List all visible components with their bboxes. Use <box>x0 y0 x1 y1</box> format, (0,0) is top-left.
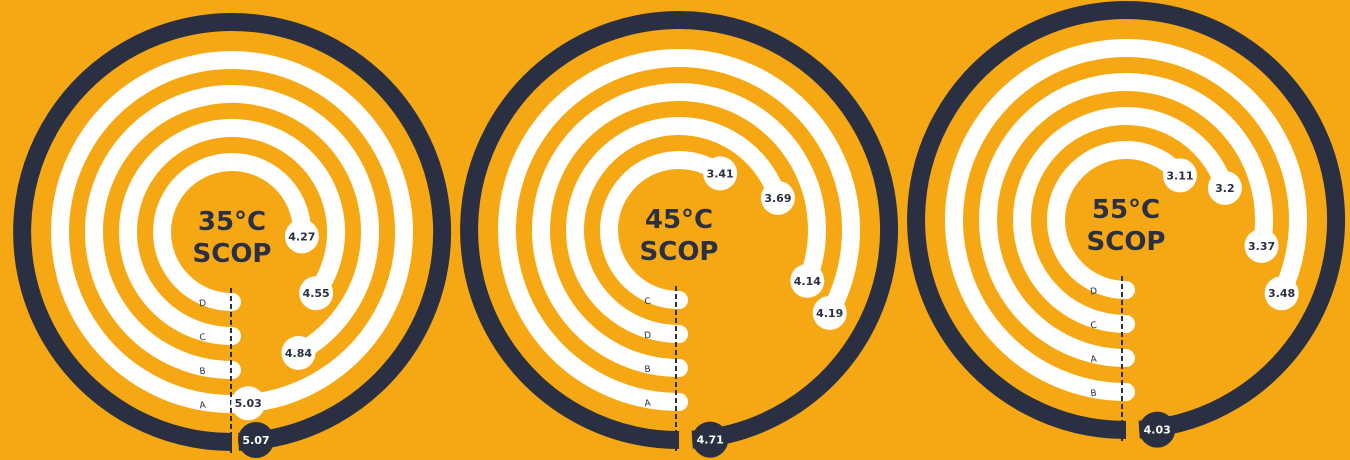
outer-ring-arc <box>460 11 899 449</box>
chart-title-temperature: 45°C <box>645 205 713 235</box>
outer-value-bubble <box>692 421 729 458</box>
ring-letter-label: B <box>644 365 652 376</box>
ring-arc-d <box>566 117 787 343</box>
ring-letter-label: A <box>644 399 652 410</box>
value-bubble <box>1162 158 1197 193</box>
outer-value-label: 5.07 <box>242 434 269 447</box>
outer-value-bubble <box>238 422 274 458</box>
ring-arc-a <box>979 73 1273 367</box>
ring-letter-label: A <box>199 401 207 412</box>
outer-value-bubble <box>1139 411 1176 448</box>
value-label: 5.03 <box>235 397 262 410</box>
value-label: 3.37 <box>1248 240 1275 253</box>
value-label: 3.2 <box>1215 182 1235 195</box>
value-bubble <box>1264 276 1299 311</box>
ring-letter-label: D <box>644 331 652 342</box>
value-bubble <box>703 156 738 191</box>
outer-ring-arc <box>13 13 452 451</box>
value-bubble <box>760 180 795 215</box>
chart-title-temperature: 55°C <box>1092 195 1160 225</box>
ring-arc-c <box>1013 107 1234 333</box>
ring-letter-label: B <box>1090 389 1098 400</box>
value-bubble <box>231 386 266 421</box>
ring-arc-a <box>497 49 860 411</box>
chart-title-scop: SCOP <box>193 239 272 269</box>
outer-value-label: 4.03 <box>1144 424 1171 437</box>
ring-letter-label: C <box>199 333 207 344</box>
value-label: 3.41 <box>707 167 734 180</box>
ring-arc-d <box>153 153 311 311</box>
value-label: 3.11 <box>1166 169 1193 182</box>
outer-value-label: 4.71 <box>697 434 724 447</box>
ring-arc-b <box>945 39 1307 401</box>
ring-letter-label: D <box>1090 287 1098 298</box>
value-bubble <box>299 276 334 311</box>
ring-letter-label: D <box>199 299 207 310</box>
value-bubble <box>790 263 825 298</box>
ring-arc-b <box>85 85 379 379</box>
value-label: 4.27 <box>288 230 315 243</box>
outer-ring-arc <box>907 1 1346 439</box>
value-bubble <box>1244 228 1279 263</box>
value-label: 4.14 <box>794 275 821 288</box>
ring-arc-c <box>119 119 345 345</box>
chart-title-temperature: 35°C <box>198 207 266 237</box>
value-label: 4.84 <box>285 347 312 360</box>
ring-letter-label: B <box>199 367 207 378</box>
ring-arc-c <box>600 151 730 309</box>
value-bubble <box>284 219 319 254</box>
value-bubble <box>1207 170 1242 205</box>
value-label: 4.19 <box>816 307 843 320</box>
chart-title-scop: SCOP <box>640 237 719 267</box>
value-label: 4.55 <box>303 287 330 300</box>
ring-arc-d <box>1047 141 1189 299</box>
ring-arc-b <box>532 83 826 377</box>
ring-letter-label: C <box>644 297 652 308</box>
value-label: 3.48 <box>1268 287 1295 300</box>
value-label: 3.69 <box>764 192 791 205</box>
value-bubble <box>281 335 316 370</box>
value-bubble <box>812 295 847 330</box>
ring-letter-label: A <box>1090 355 1098 366</box>
chart-title-scop: SCOP <box>1087 227 1166 257</box>
ring-letter-label: C <box>1090 321 1098 332</box>
ring-arc-a <box>51 51 413 413</box>
